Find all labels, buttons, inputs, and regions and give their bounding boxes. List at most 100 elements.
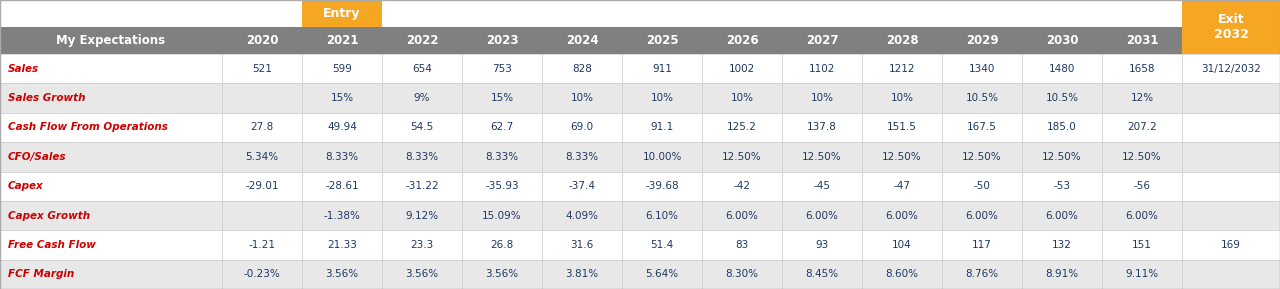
Bar	[1102, 113, 1181, 142]
Text: 5.34%: 5.34%	[246, 152, 279, 162]
Text: 167.5: 167.5	[968, 123, 997, 132]
Text: 3.56%: 3.56%	[325, 269, 358, 279]
Text: 8.33%: 8.33%	[406, 152, 439, 162]
Text: 2025: 2025	[645, 34, 678, 47]
Text: 54.5: 54.5	[411, 123, 434, 132]
Bar	[622, 171, 701, 201]
Bar	[462, 83, 541, 113]
Text: 125.2: 125.2	[727, 123, 756, 132]
Bar	[622, 230, 701, 260]
Text: 6.00%: 6.00%	[886, 211, 919, 221]
Bar	[302, 27, 381, 54]
Text: 10%: 10%	[731, 93, 754, 103]
Text: 8.60%: 8.60%	[886, 269, 919, 279]
Bar	[1181, 201, 1280, 230]
Bar	[1181, 171, 1280, 201]
Bar	[1021, 171, 1102, 201]
Text: 3.56%: 3.56%	[485, 269, 518, 279]
Bar	[1181, 230, 1280, 260]
Text: 207.2: 207.2	[1128, 123, 1157, 132]
Text: 10.5%: 10.5%	[1046, 93, 1079, 103]
Bar	[1181, 260, 1280, 289]
Bar	[302, 171, 381, 201]
Text: 93: 93	[815, 240, 828, 250]
Text: 828: 828	[572, 64, 591, 74]
Bar	[302, 113, 381, 142]
Text: -1.21: -1.21	[248, 240, 275, 250]
Bar	[1021, 230, 1102, 260]
Text: 8.30%: 8.30%	[726, 269, 759, 279]
Text: 1340: 1340	[969, 64, 995, 74]
Text: -28.61: -28.61	[325, 181, 358, 191]
Bar	[701, 113, 782, 142]
Text: 10%: 10%	[810, 93, 833, 103]
Bar	[381, 230, 462, 260]
Text: 8.33%: 8.33%	[566, 152, 599, 162]
Text: 49.94: 49.94	[328, 123, 357, 132]
Bar	[302, 201, 381, 230]
Bar	[221, 260, 302, 289]
Bar	[1021, 27, 1102, 54]
Bar	[701, 83, 782, 113]
Text: 10%: 10%	[571, 93, 594, 103]
Bar	[541, 54, 622, 83]
Bar	[1021, 201, 1102, 230]
Bar	[861, 83, 942, 113]
Bar	[0, 83, 221, 113]
Bar	[541, 113, 622, 142]
Text: -39.68: -39.68	[645, 181, 678, 191]
Text: 69.0: 69.0	[571, 123, 594, 132]
Bar	[782, 201, 861, 230]
Text: 2022: 2022	[406, 34, 438, 47]
Bar	[221, 54, 302, 83]
Bar	[782, 230, 861, 260]
Bar	[942, 230, 1021, 260]
Text: 151.5: 151.5	[887, 123, 916, 132]
Bar	[942, 113, 1021, 142]
Bar	[701, 54, 782, 83]
Text: 5.64%: 5.64%	[645, 269, 678, 279]
Bar	[782, 27, 861, 54]
Bar	[0, 27, 221, 54]
Bar	[462, 113, 541, 142]
Bar	[622, 201, 701, 230]
Bar	[541, 171, 622, 201]
Text: Cash Flow From Operations: Cash Flow From Operations	[8, 123, 168, 132]
Bar	[221, 27, 302, 54]
Bar	[701, 201, 782, 230]
Bar	[0, 142, 221, 171]
Text: 23.3: 23.3	[411, 240, 434, 250]
Text: Free Cash Flow: Free Cash Flow	[8, 240, 96, 250]
Text: -45: -45	[814, 181, 831, 191]
Text: 62.7: 62.7	[490, 123, 513, 132]
Bar	[782, 83, 861, 113]
Bar	[541, 260, 622, 289]
Text: 12%: 12%	[1130, 93, 1153, 103]
Text: 12.50%: 12.50%	[963, 152, 1002, 162]
Bar	[221, 230, 302, 260]
Text: FCF Margin: FCF Margin	[8, 269, 74, 279]
Text: 2024: 2024	[566, 34, 598, 47]
Text: 31.6: 31.6	[571, 240, 594, 250]
Bar	[302, 142, 381, 171]
Bar	[1181, 113, 1280, 142]
Bar	[462, 142, 541, 171]
Text: 151: 151	[1132, 240, 1152, 250]
Text: -29.01: -29.01	[246, 181, 279, 191]
Text: 2020: 2020	[246, 34, 278, 47]
Text: -31.22: -31.22	[406, 181, 439, 191]
Bar	[622, 113, 701, 142]
Text: 9.12%: 9.12%	[406, 211, 439, 221]
Text: 3.81%: 3.81%	[566, 269, 599, 279]
Text: 3.56%: 3.56%	[406, 269, 439, 279]
Text: 2027: 2027	[805, 34, 838, 47]
Bar	[302, 0, 381, 27]
Bar	[701, 230, 782, 260]
Text: 2031: 2031	[1125, 34, 1158, 47]
Text: 9%: 9%	[413, 93, 430, 103]
Text: 8.45%: 8.45%	[805, 269, 838, 279]
Bar	[942, 83, 1021, 113]
Text: 91.1: 91.1	[650, 123, 673, 132]
Bar	[782, 113, 861, 142]
Text: Sales: Sales	[8, 64, 40, 74]
